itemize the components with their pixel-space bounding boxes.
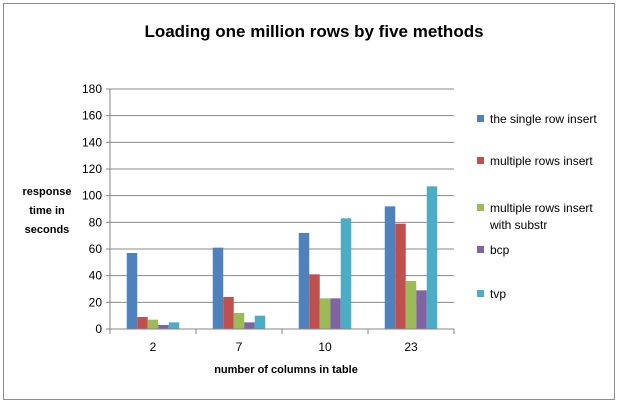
legend-swatch	[477, 290, 484, 297]
legend-label-line: multiple rows insert	[490, 201, 593, 215]
bar	[298, 233, 310, 329]
legend-label: multiple rows insert	[490, 154, 593, 168]
bar	[330, 298, 341, 329]
legend-label-line: bcp	[490, 243, 510, 257]
legend-label: multiple rows insert with substr	[489, 201, 593, 232]
bar	[426, 186, 438, 329]
bar	[416, 290, 427, 329]
y-tick-label: 20	[89, 295, 103, 309]
legend-swatch	[477, 246, 484, 253]
y-axis-label: response time in seconds	[23, 186, 72, 236]
legend-label-line: multiple rows insert	[490, 154, 593, 168]
chart-frame	[3, 3, 615, 400]
y-axis-label-line: time in	[29, 205, 65, 217]
bar	[223, 297, 234, 329]
y-tick-label: 60	[89, 242, 103, 256]
x-tick-label: 23	[404, 340, 418, 354]
y-tick-label: 0	[95, 322, 102, 336]
bar	[147, 319, 159, 329]
legend-swatch	[477, 204, 484, 211]
bar	[212, 247, 224, 329]
y-axis-label-line: response	[23, 186, 72, 198]
legend-item: multiple rows insert with substr	[477, 201, 593, 232]
bar	[395, 223, 406, 329]
legend-item: multiple rows insert	[477, 154, 593, 168]
legend-label-line: the single row insert	[490, 112, 597, 126]
bar	[168, 322, 180, 329]
legend-label: the single row insert	[490, 112, 597, 126]
y-tick-label: 160	[82, 109, 102, 123]
legend-item: bcp	[477, 243, 510, 257]
bar	[126, 253, 138, 329]
bar	[233, 313, 245, 329]
bar	[319, 298, 331, 329]
bar	[244, 322, 255, 329]
legend-item: the single row insert	[477, 112, 597, 126]
bar	[340, 218, 352, 329]
bar	[137, 317, 148, 329]
chart-title: Loading one million rows by five methods	[144, 22, 483, 41]
y-tick-label: 180	[82, 82, 102, 96]
y-tick-labels: 0 20 40 60 80 100 120 140 160 180	[82, 82, 110, 336]
legend-label: bcp	[490, 243, 510, 257]
y-tick-label: 40	[89, 269, 103, 283]
bar	[158, 325, 169, 329]
legend-swatch	[477, 157, 484, 164]
bar	[309, 274, 320, 329]
legend-swatch	[477, 115, 484, 122]
legend: the single row insert multiple rows inser…	[477, 112, 597, 301]
x-tick-labels: 2 7 10 23	[109, 329, 455, 354]
legend-label-line: with substr	[489, 218, 547, 232]
y-tick-label: 140	[82, 135, 102, 149]
legend-item: tvp	[477, 287, 506, 301]
legend-label-line: tvp	[490, 287, 506, 301]
x-tick-label: 10	[318, 340, 332, 354]
y-tick-label: 80	[89, 215, 103, 229]
bars	[126, 186, 438, 329]
x-tick-label: 2	[150, 340, 157, 354]
bar	[405, 281, 417, 329]
y-tick-label: 100	[82, 189, 102, 203]
y-tick-label: 120	[82, 162, 102, 176]
x-axis-label: number of columns in table	[214, 364, 358, 376]
bar	[384, 206, 396, 329]
legend-label: tvp	[490, 287, 506, 301]
x-tick-label: 7	[236, 340, 243, 354]
bar	[254, 315, 266, 329]
y-axis-label-line: seconds	[25, 224, 70, 236]
